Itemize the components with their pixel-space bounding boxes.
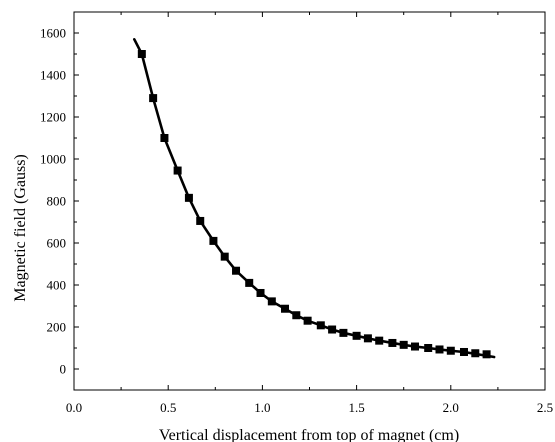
- data-point: [184, 193, 193, 202]
- y-tick-label: 1600: [40, 26, 66, 41]
- data-point: [220, 252, 229, 261]
- x-tick-label: 0.0: [66, 400, 82, 415]
- data-point: [303, 316, 312, 325]
- data-point: [137, 50, 146, 58]
- data-point: [196, 216, 205, 225]
- x-tick-label: 1.5: [348, 400, 364, 415]
- x-tick-label: 2.5: [537, 400, 553, 415]
- x-axis-ticks: 0.0 0.5 1.0 1.5 2.0 2.5: [66, 12, 553, 415]
- data-point: [471, 349, 480, 358]
- y-axis-ticks: 0 200 400 600 800 1000 1200 1400 1600: [40, 26, 545, 391]
- data-point: [281, 304, 290, 313]
- data-point: [328, 325, 337, 334]
- data-point: [292, 311, 301, 320]
- data-point: [209, 236, 218, 245]
- data-point: [256, 288, 265, 297]
- y-axis-title: Magnetic field (Gauss): [12, 154, 29, 302]
- data-point: [173, 166, 182, 175]
- data-point: [363, 334, 372, 343]
- y-tick-label: 600: [47, 236, 67, 251]
- x-tick-label: 1.0: [254, 400, 270, 415]
- data-point: [160, 134, 169, 142]
- x-tick-label: 0.5: [160, 400, 176, 415]
- data-point: [446, 346, 455, 355]
- data-point: [316, 321, 325, 330]
- data-point: [149, 94, 158, 103]
- y-tick-label: 800: [47, 194, 67, 209]
- data-point: [375, 336, 384, 345]
- data-point: [411, 342, 420, 351]
- y-tick-label: 1200: [40, 110, 66, 125]
- data-point: [232, 266, 241, 275]
- data-point: [388, 338, 397, 347]
- x-axis-title: Vertical displacement from top of magnet…: [159, 427, 459, 442]
- y-tick-label: 400: [47, 278, 67, 293]
- y-tick-label: 200: [47, 320, 67, 335]
- y-tick-label: 1000: [40, 152, 66, 167]
- data-point: [245, 278, 254, 287]
- y-tick-label: 0: [60, 362, 67, 377]
- series-layer: [132, 38, 496, 359]
- data-point: [399, 340, 408, 349]
- data-point: [267, 297, 276, 306]
- data-point: [482, 350, 491, 359]
- data-point: [339, 328, 348, 337]
- y-tick-label: 1400: [40, 68, 66, 83]
- x-tick-label: 2.0: [443, 400, 459, 415]
- data-point: [435, 345, 444, 354]
- data-point: [424, 344, 433, 352]
- data-point: [352, 331, 361, 340]
- data-point: [459, 347, 468, 356]
